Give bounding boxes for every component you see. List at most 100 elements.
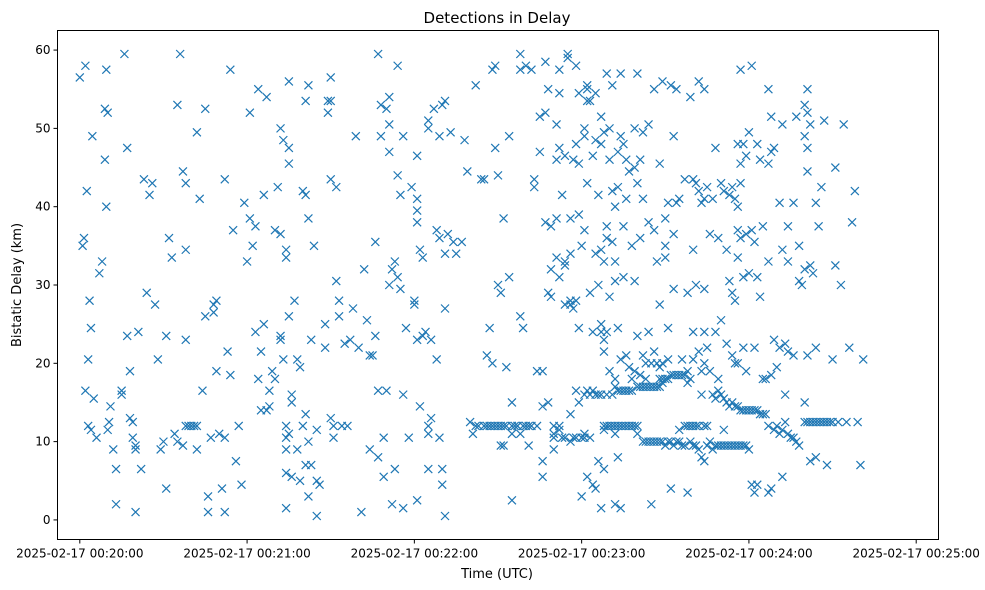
- data-point: [619, 139, 628, 149]
- data-point: [580, 225, 589, 235]
- data-point: [688, 441, 698, 450]
- data-point: [440, 249, 450, 259]
- data-point: [554, 425, 564, 435]
- data-point: [418, 331, 428, 341]
- data-point: [131, 507, 140, 517]
- data-point: [457, 237, 467, 247]
- data-point: [599, 127, 609, 137]
- data-point: [705, 437, 715, 447]
- data-point: [580, 123, 589, 133]
- x-tick-label: 2025-02-17 00:22:00: [351, 547, 478, 561]
- data-point: [775, 198, 785, 208]
- data-point: [303, 80, 313, 90]
- data-point: [758, 221, 768, 231]
- data-point: [780, 339, 790, 349]
- data-point: [284, 429, 294, 439]
- data-point: [119, 49, 129, 59]
- data-point: [719, 186, 729, 196]
- data-point: [85, 296, 94, 306]
- data-point: [591, 135, 601, 145]
- data-point: [172, 437, 182, 447]
- data-point: [379, 433, 389, 443]
- data-point: [794, 276, 804, 286]
- data-point: [632, 69, 642, 78]
- data-point: [309, 241, 319, 251]
- data-point: [209, 300, 219, 310]
- data-point: [554, 272, 564, 282]
- data-point: [833, 417, 843, 427]
- data-point: [493, 170, 503, 180]
- data-point: [803, 167, 812, 176]
- data-point: [856, 460, 865, 470]
- data-point: [225, 65, 235, 75]
- data-point: [630, 163, 640, 172]
- data-point: [705, 366, 715, 376]
- data-point: [585, 433, 595, 443]
- data-point: [672, 84, 681, 94]
- y-tick-label: 20: [35, 356, 50, 370]
- data-point: [86, 425, 96, 435]
- data-point: [632, 421, 642, 431]
- data-point: [535, 112, 545, 122]
- data-point: [448, 237, 458, 247]
- x-tick-label: 2025-02-17 00:24:00: [685, 547, 812, 561]
- data-point: [683, 288, 693, 298]
- data-point: [764, 84, 773, 94]
- data-point: [747, 225, 757, 235]
- data-point: [281, 433, 291, 443]
- data-point: [253, 84, 263, 94]
- data-point: [504, 272, 514, 282]
- data-point: [803, 84, 812, 94]
- data-point: [741, 366, 751, 376]
- data-point: [758, 374, 768, 384]
- data-point: [744, 127, 754, 137]
- data-point: [334, 296, 344, 306]
- data-point: [800, 398, 810, 407]
- data-point: [384, 92, 394, 102]
- data-point: [697, 366, 706, 376]
- data-point: [276, 335, 285, 345]
- data-points: [75, 49, 868, 521]
- data-point: [566, 249, 575, 259]
- data-point: [599, 335, 609, 345]
- data-point: [644, 327, 653, 337]
- data-point: [75, 73, 85, 82]
- data-point: [649, 347, 659, 356]
- data-point: [451, 249, 461, 259]
- data-point: [262, 405, 272, 415]
- data-point: [574, 159, 584, 169]
- data-point: [772, 421, 782, 431]
- data-point: [744, 445, 754, 454]
- data-point: [607, 237, 617, 247]
- data-point: [655, 437, 665, 447]
- data-point: [131, 441, 140, 450]
- data-point: [655, 362, 665, 372]
- data-point: [331, 182, 341, 192]
- data-point: [836, 280, 846, 290]
- data-point: [479, 174, 489, 184]
- data-point: [644, 217, 653, 227]
- data-point: [507, 495, 517, 505]
- data-point: [694, 186, 704, 196]
- data-point: [733, 253, 743, 263]
- data-point: [373, 452, 383, 462]
- data-point: [527, 65, 536, 75]
- data-point: [384, 120, 394, 129]
- data-point: [577, 492, 587, 501]
- data-point: [630, 123, 640, 133]
- data-point: [560, 433, 570, 443]
- data-point: [644, 120, 653, 129]
- data-point: [125, 366, 135, 376]
- data-point: [111, 499, 121, 509]
- data-point: [245, 108, 255, 118]
- data-point: [496, 288, 506, 298]
- data-point: [588, 386, 598, 396]
- data-point: [359, 264, 369, 274]
- data-point: [264, 401, 274, 411]
- data-point: [610, 382, 620, 392]
- data-point: [613, 182, 623, 192]
- data-point: [719, 425, 729, 435]
- data-point: [538, 366, 548, 376]
- data-point: [621, 194, 631, 204]
- data-point: [401, 323, 411, 333]
